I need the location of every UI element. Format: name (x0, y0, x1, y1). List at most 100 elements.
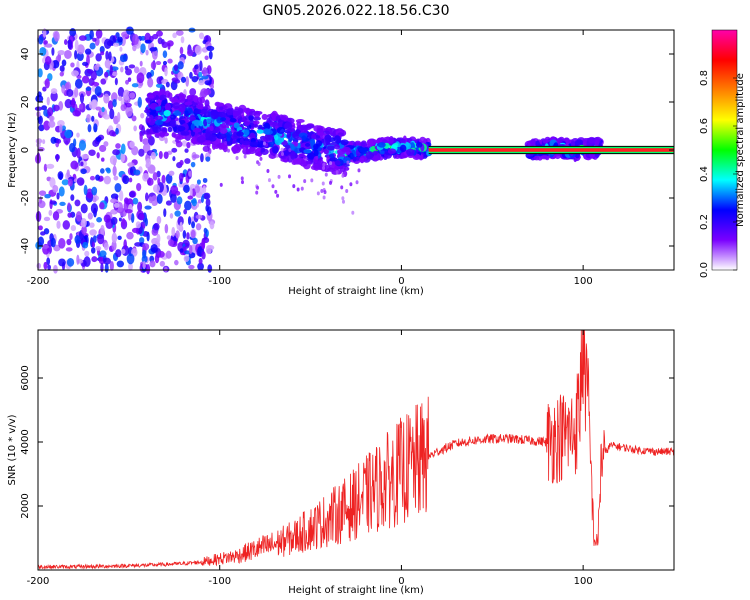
heatmap-cell (139, 60, 143, 67)
heatmap-cell (280, 147, 284, 152)
heatmap-cell (209, 221, 215, 230)
heatmap-cell (74, 87, 79, 98)
heatmap-cell (108, 51, 112, 62)
heatmap-cell (152, 33, 159, 40)
heatmap-cell (55, 153, 59, 162)
heatmap-cell (305, 160, 311, 165)
heatmap-cell (91, 256, 98, 263)
heatmap-cell (165, 200, 172, 206)
heatmap-cell (91, 241, 96, 248)
heatmap-cell (117, 36, 123, 43)
heatmap-cell (136, 72, 145, 84)
heatmap-cell (112, 165, 117, 177)
heatmap-cell (323, 190, 327, 195)
heatmap-cell (357, 168, 361, 173)
heatmap-cell (120, 104, 127, 112)
heatmap-cell (275, 153, 279, 158)
heatmap-cell (188, 264, 195, 270)
heatmap-cell (53, 264, 58, 274)
heatmap-cell (111, 240, 117, 251)
heatmap-cell (36, 152, 41, 164)
heatmap-cell (341, 199, 345, 204)
heatmap-cell (286, 131, 292, 139)
heatmap-cell (406, 148, 415, 156)
heatmap-cell (340, 185, 344, 190)
heatmap-cell (152, 184, 161, 193)
heatmap-cell (88, 149, 96, 156)
colorbar-tick-label: 0.0 (699, 262, 710, 278)
heatmap-cell (44, 194, 51, 199)
heatmap-cell (89, 29, 94, 40)
heatmap-cell (256, 185, 260, 190)
heatmap-cell (167, 239, 174, 247)
heatmap-cell (66, 88, 74, 97)
heatmap-cell (253, 110, 261, 119)
heatmap-cell (341, 146, 351, 153)
heatmap-cell (99, 144, 107, 153)
heatmap-cell (74, 39, 79, 51)
snr-series-line (37, 329, 675, 571)
heatmap-cell (53, 30, 60, 42)
heatmap-cell (105, 50, 109, 61)
heatmap-cell (40, 231, 46, 236)
heatmap-cell (322, 166, 326, 171)
heatmap-cell (64, 129, 72, 139)
heatmap-cell (43, 40, 48, 45)
heatmap-cell (69, 233, 73, 240)
heatmap-cell (349, 182, 353, 187)
y-tick-label: -20 (20, 190, 31, 206)
heatmap-cell (84, 48, 92, 55)
heatmap-cell (295, 129, 301, 134)
heatmap-cell (296, 121, 302, 127)
heatmap-cell (78, 35, 87, 41)
heatmap-cell (43, 216, 51, 222)
heatmap-cell (113, 175, 119, 181)
heatmap-cell (42, 86, 47, 92)
heatmap-cell (235, 156, 239, 161)
heatmap-cell (70, 160, 79, 170)
snr-background (38, 330, 674, 570)
heatmap-cell (131, 227, 140, 234)
heatmap-cell (52, 211, 60, 221)
heatmap-cell (161, 174, 166, 184)
heatmap-cell (165, 173, 173, 184)
x-tick-label: -100 (208, 276, 231, 287)
heatmap-cell (38, 36, 44, 45)
heatmap-cell (138, 148, 145, 157)
heatmap-cell (540, 155, 550, 160)
heatmap-cell (111, 92, 118, 103)
heatmap-cell (303, 149, 312, 154)
heatmap-cell (103, 38, 112, 50)
heatmap-cell (278, 153, 282, 158)
heatmap-cell (85, 86, 92, 91)
heatmap-cell (141, 255, 148, 264)
heatmap-cell (95, 245, 102, 251)
heatmap-cell (122, 89, 131, 101)
heatmap-cell (202, 67, 208, 77)
heatmap-cell (156, 76, 163, 85)
heatmap-cell (117, 95, 123, 102)
heatmap-cell (174, 79, 181, 84)
heatmap-cell (206, 45, 215, 52)
heatmap-cell (124, 209, 133, 214)
heatmap-cell (232, 146, 238, 154)
heatmap-cell (128, 191, 136, 198)
heatmap-cell (226, 108, 233, 116)
band-core (428, 148, 674, 152)
heatmap-cell (184, 101, 193, 106)
heatmap-cell (266, 169, 270, 174)
x-tick-label: 100 (574, 576, 593, 587)
heatmap-cell (133, 125, 137, 132)
heatmap-cell (126, 253, 135, 265)
heatmap-cell (202, 185, 207, 194)
heatmap-cell (129, 92, 136, 99)
heatmap-cell (329, 153, 335, 159)
heatmap-cell (320, 189, 324, 194)
heatmap-cell (311, 133, 317, 140)
heatmap-cell (59, 65, 65, 72)
heatmap-cell (41, 105, 48, 111)
heatmap-cell (108, 129, 116, 137)
heatmap-cell (90, 247, 96, 254)
heatmap-cell (184, 148, 189, 153)
heatmap-cell (128, 262, 133, 271)
